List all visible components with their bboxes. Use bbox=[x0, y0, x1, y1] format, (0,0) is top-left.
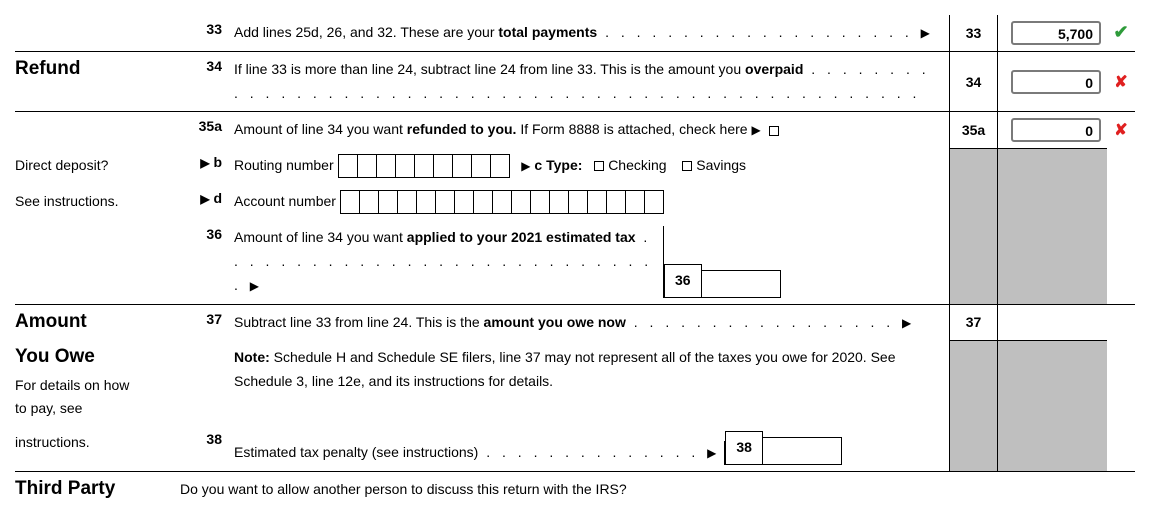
row-note: You Owe For details on how to pay, see N… bbox=[15, 340, 1135, 425]
left-blank-35a bbox=[15, 112, 180, 148]
row-33: 33 Add lines 25d, 26, and 32. These are … bbox=[15, 15, 1135, 51]
row-37: Amount 37 Subtract line 33 from line 24.… bbox=[15, 304, 1135, 341]
input-34[interactable]: 0 bbox=[1011, 70, 1101, 94]
section-third: Third Party bbox=[15, 478, 170, 500]
desc-35a: Amount of line 34 you want refunded to y… bbox=[230, 112, 949, 148]
check-33: ✔ bbox=[1107, 15, 1135, 51]
line-num-33: 33 bbox=[180, 15, 230, 51]
section-amount: Amount bbox=[15, 311, 170, 333]
left-third: Third Party bbox=[15, 472, 180, 508]
inner-val-36[interactable] bbox=[701, 270, 781, 298]
shaded-d-num bbox=[949, 184, 997, 220]
amount-34: 0 bbox=[997, 52, 1107, 112]
desc-38: Estimated tax penalty (see instructions)… bbox=[230, 425, 949, 471]
desc-note: Note: Schedule H and Schedule SE filers,… bbox=[230, 340, 949, 425]
blank-b bbox=[1107, 148, 1135, 184]
left-instr: instructions. bbox=[15, 425, 180, 471]
desc-d: Account number bbox=[230, 184, 949, 220]
routing-boxes[interactable] bbox=[338, 154, 510, 178]
check-34: ✘ bbox=[1107, 52, 1135, 112]
inner-box-38: 38 bbox=[725, 431, 763, 465]
form-region: 33 Add lines 25d, 26, and 32. These are … bbox=[15, 15, 1135, 508]
left-youowe: You Owe For details on how to pay, see bbox=[15, 340, 180, 425]
inner-box-36: 36 bbox=[664, 264, 702, 298]
line-num-38: 38 bbox=[180, 425, 230, 471]
arrow-icon: ▶ bbox=[707, 446, 716, 460]
line-num-37: 37 bbox=[180, 305, 230, 341]
arrow-icon: ▶ bbox=[521, 156, 530, 176]
row-third: Third Party Do you want to allow another… bbox=[15, 471, 1135, 508]
row-38: instructions. 38 Estimated tax penalty (… bbox=[15, 425, 1135, 471]
shaded-36-num bbox=[949, 220, 997, 303]
desc-36: Amount of line 34 you want applied to yo… bbox=[230, 220, 949, 303]
arrow-icon: ▶ bbox=[200, 156, 209, 170]
shaded-b-num bbox=[949, 148, 997, 184]
shaded-d-amt bbox=[997, 184, 1107, 220]
row-36: 36 Amount of line 34 you want applied to… bbox=[15, 220, 1135, 303]
blank-36 bbox=[1107, 220, 1135, 303]
input-35a[interactable]: 0 bbox=[1011, 118, 1101, 142]
left-refund: Refund bbox=[15, 52, 180, 112]
blank-37 bbox=[1107, 305, 1135, 341]
arrow-icon: ▶ bbox=[921, 26, 930, 40]
row-34: Refund 34 If line 33 is more than line 2… bbox=[15, 51, 1135, 112]
arrow-icon: ▶ bbox=[902, 316, 911, 330]
input-33[interactable]: 5,700 bbox=[1011, 21, 1101, 45]
checkbox-8888[interactable] bbox=[769, 126, 779, 136]
shaded-note-num bbox=[949, 340, 997, 425]
desc-37: Subtract line 33 from line 24. This is t… bbox=[230, 305, 949, 341]
blank-note bbox=[1107, 340, 1135, 425]
line-num-d: ▶ d bbox=[180, 184, 230, 220]
shaded-38-amt bbox=[997, 425, 1107, 471]
blank-38 bbox=[1107, 425, 1135, 471]
account-boxes[interactable] bbox=[340, 190, 664, 214]
desc-b: Routing number ▶ c Type: Checking Saving… bbox=[230, 148, 949, 184]
shaded-38-num bbox=[949, 425, 997, 471]
left-dd: Direct deposit? bbox=[15, 148, 180, 184]
checkbox-savings[interactable] bbox=[682, 161, 692, 171]
left-see: See instructions. bbox=[15, 184, 180, 220]
left-blank-36 bbox=[15, 220, 180, 303]
line-num-35a: 35a bbox=[180, 112, 230, 148]
amount-37[interactable] bbox=[997, 305, 1107, 341]
line-num-b: ▶ b bbox=[180, 148, 230, 184]
shaded-b-amt bbox=[997, 148, 1107, 184]
desc-34: If line 33 is more than line 24, subtrac… bbox=[230, 52, 949, 112]
box-num-33: 33 bbox=[949, 15, 997, 51]
row-35a: 35a Amount of line 34 you want refunded … bbox=[15, 111, 1135, 148]
desc-third: Do you want to allow another person to d… bbox=[180, 472, 1135, 508]
arrow-icon: ▶ bbox=[200, 192, 209, 206]
desc-33: Add lines 25d, 26, and 32. These are you… bbox=[230, 15, 949, 51]
section-refund: Refund bbox=[15, 58, 170, 80]
row-b: Direct deposit? ▶ b Routing number ▶ c T… bbox=[15, 148, 1135, 184]
box-num-35a: 35a bbox=[949, 112, 997, 148]
account-label: Account number bbox=[234, 190, 336, 214]
amount-33: 5,700 bbox=[997, 15, 1107, 51]
left-blank-33 bbox=[15, 15, 180, 51]
row-d: See instructions. ▶ d Account number bbox=[15, 184, 1135, 220]
routing-label: Routing number bbox=[234, 154, 334, 178]
amount-35a: 0 bbox=[997, 112, 1107, 148]
line-num-34: 34 bbox=[180, 52, 230, 112]
box-num-37: 37 bbox=[949, 305, 997, 341]
blank-d bbox=[1107, 184, 1135, 220]
section-youowe: You Owe bbox=[15, 346, 170, 368]
shaded-note-amt bbox=[997, 340, 1107, 425]
line-num-36: 36 bbox=[180, 220, 230, 303]
check-35a: ✘ bbox=[1107, 112, 1135, 148]
line-num-note bbox=[180, 340, 230, 425]
arrow-icon: ▶ bbox=[250, 279, 259, 293]
shaded-36-amt bbox=[997, 220, 1107, 303]
inner-val-38[interactable] bbox=[762, 437, 842, 465]
arrow-icon: ▶ bbox=[751, 123, 760, 137]
box-num-34: 34 bbox=[949, 52, 997, 112]
checkbox-checking[interactable] bbox=[594, 161, 604, 171]
left-amount: Amount bbox=[15, 305, 180, 341]
